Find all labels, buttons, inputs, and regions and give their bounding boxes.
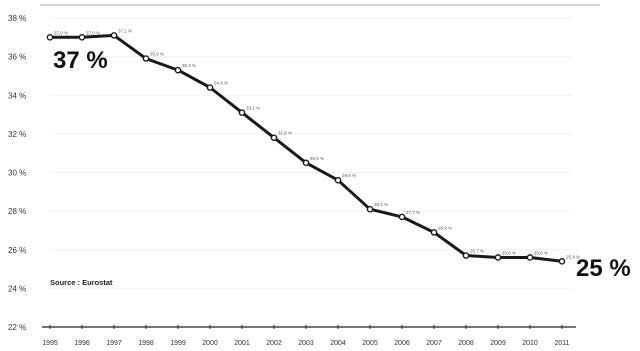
data-point xyxy=(398,213,406,221)
y-tick-label: 26 % xyxy=(8,246,26,255)
gridlines xyxy=(50,17,572,289)
x-tick-label: 1999 xyxy=(170,340,186,347)
data-point xyxy=(142,55,150,62)
y-tick-label: 30 % xyxy=(8,169,26,178)
x-tick-label: 2001 xyxy=(234,340,250,347)
data-label: 37,0 % xyxy=(86,30,100,35)
y-tick-label: 24 % xyxy=(8,284,26,293)
data-label: 34,4 % xyxy=(214,81,228,86)
data-label: 25,6 % xyxy=(502,250,516,255)
x-tick-label: 2006 xyxy=(394,340,410,347)
y-tick-label: 22 % xyxy=(8,323,26,332)
x-axis: 1995 1996 1997 1998 1999 2000 2001 2002 2003 2004… xyxy=(42,325,576,347)
data-point xyxy=(110,32,118,39)
start-annotation: 37 % xyxy=(53,47,108,74)
y-tick-label: 36 % xyxy=(8,53,26,62)
x-tick-label: 2007 xyxy=(426,340,442,347)
x-tick-label: 2004 xyxy=(330,340,346,347)
data-label: 25,6 % xyxy=(534,250,548,255)
data-label: 35,3 % xyxy=(182,63,196,68)
data-label: 35,9 % xyxy=(150,52,164,57)
y-tick-label: 38 % xyxy=(8,14,26,23)
data-point xyxy=(494,254,502,261)
x-tick-label: 2005 xyxy=(362,340,378,347)
source-note: Source : Eurostat xyxy=(50,278,113,287)
data-label: 25,7 % xyxy=(470,249,484,254)
x-tick-label: 2000 xyxy=(202,340,218,347)
data-point xyxy=(238,109,246,116)
y-tick-label: 34 % xyxy=(8,91,26,100)
x-tick-label: 2002 xyxy=(266,340,282,347)
data-label: 25,4 % xyxy=(566,254,580,259)
end-annotation: 25 % xyxy=(576,255,631,282)
data-point xyxy=(558,258,566,265)
data-point xyxy=(302,159,310,167)
data-label: 28,1 % xyxy=(374,202,388,207)
data-point xyxy=(334,176,342,184)
data-label: 27,7 % xyxy=(406,210,420,215)
data-label: 29,6 % xyxy=(342,173,356,178)
data-point xyxy=(206,84,214,91)
data-point xyxy=(526,254,534,261)
data-point xyxy=(366,205,374,213)
x-tick-label: 1996 xyxy=(74,340,90,347)
data-point xyxy=(46,34,54,41)
x-tick-label: 1997 xyxy=(106,340,122,347)
data-label: 30,5 % xyxy=(310,156,324,161)
data-points xyxy=(46,32,566,265)
data-point xyxy=(78,34,86,41)
data-label: 26,9 % xyxy=(438,225,452,230)
data-label: 37,1 % xyxy=(118,28,132,33)
x-tick-label: 2003 xyxy=(298,340,314,347)
data-point xyxy=(174,66,182,74)
y-tick-label: 32 % xyxy=(8,130,26,139)
x-tick-label: 2008 xyxy=(458,340,474,347)
data-label: 37,0 % xyxy=(54,30,68,35)
data-point xyxy=(430,229,438,236)
x-tick-label: 2010 xyxy=(522,340,538,347)
data-point xyxy=(270,134,278,142)
data-label: 33,1 % xyxy=(246,106,260,111)
data-label: 31,8 % xyxy=(278,131,292,136)
x-tick-label: 2009 xyxy=(490,340,506,347)
y-axis: 22 % 24 % 26 % 28 % 30 % 32 % 34 % 36 % 38 % xyxy=(8,14,26,332)
x-tick-label: 1995 xyxy=(42,340,58,347)
data-point xyxy=(462,252,470,259)
x-tick-label: 1998 xyxy=(138,340,154,347)
y-tick-label: 28 % xyxy=(8,207,26,216)
x-tick-label: 2011 xyxy=(554,340,569,347)
data-labels: 37,0 % 37,0 % 37,1 % 35,9 % 35,3 % 34,4 % 33,1… xyxy=(54,28,580,259)
